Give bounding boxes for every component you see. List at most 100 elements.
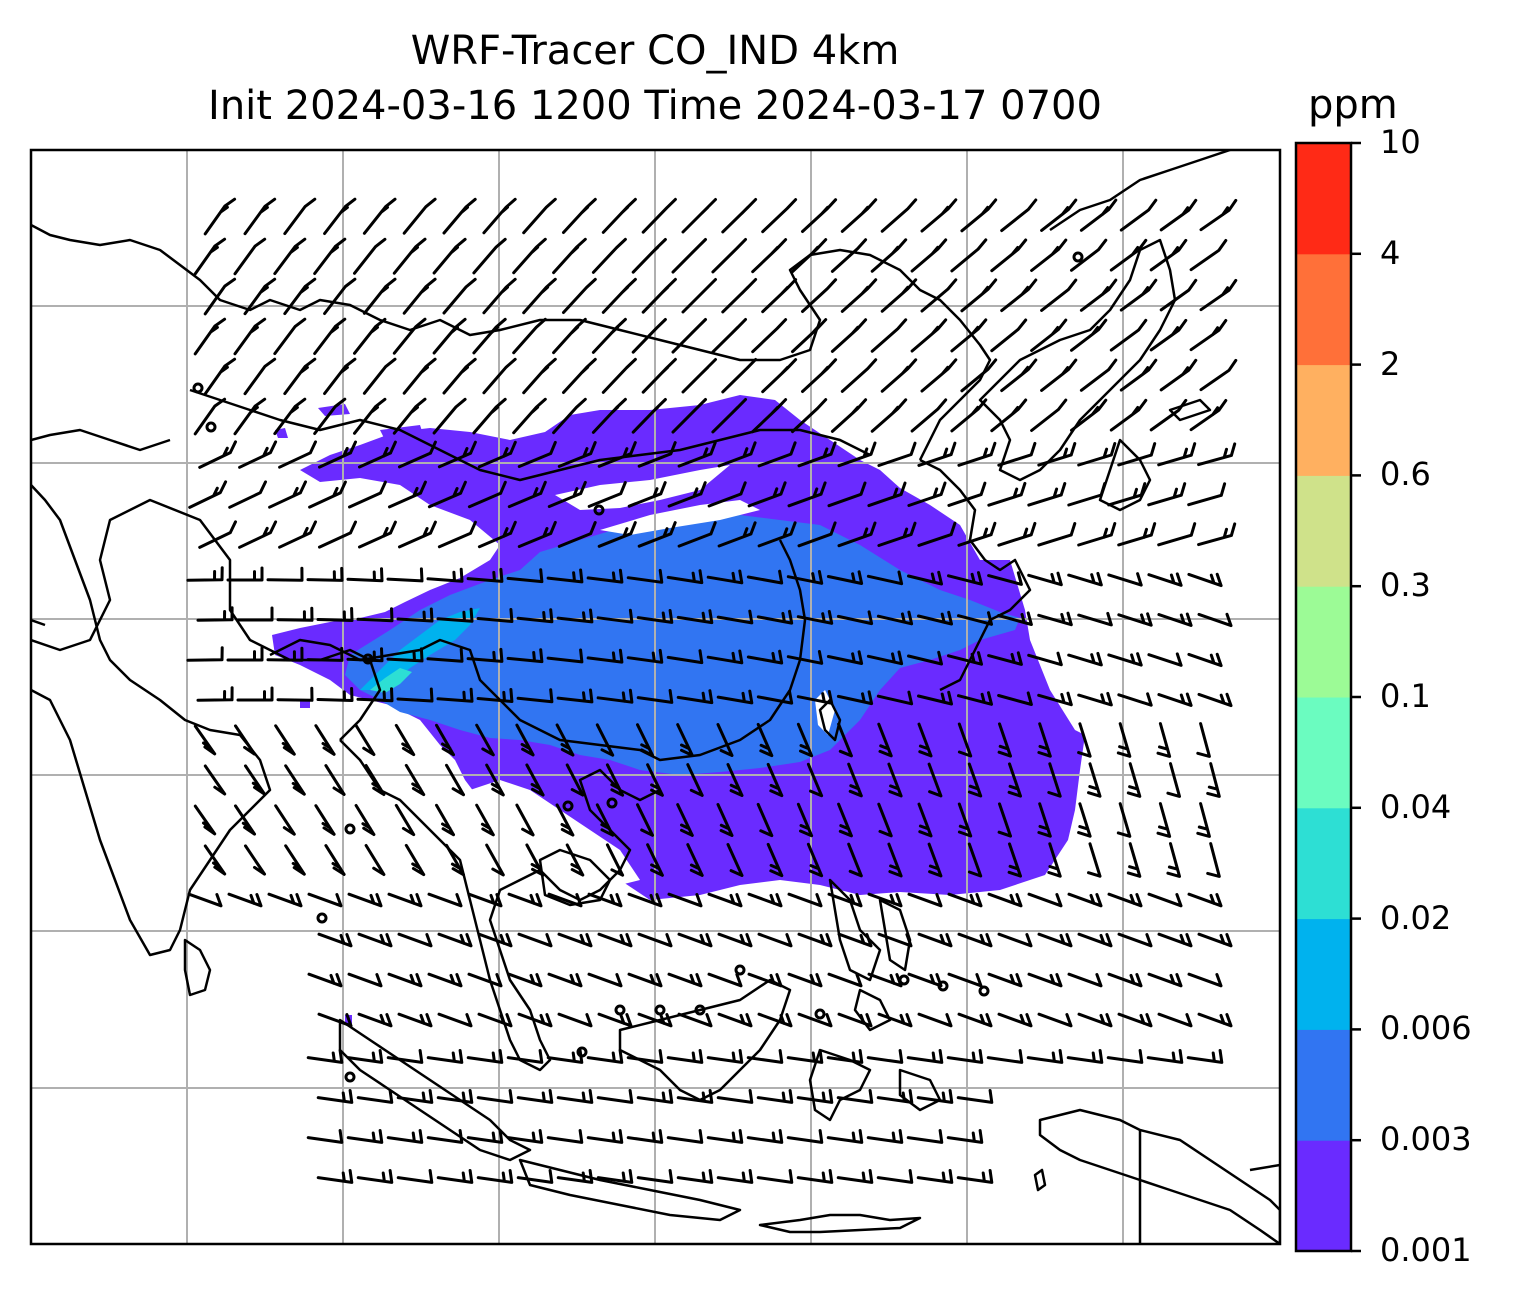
wind-barb [746,569,784,585]
wind-barb [676,803,694,837]
wind-barb [837,802,853,838]
colorbar-tick-label: 0.001 [1380,1231,1472,1269]
wind-barb [761,198,798,234]
wind-barb [880,198,918,233]
wind-barb [306,1129,344,1144]
colorbar-segment [1296,807,1351,920]
wind-barb [243,277,277,316]
wind-barb [1196,722,1211,758]
wind-barb [435,803,455,837]
wind-barb [565,843,585,877]
wind-barb [786,570,824,585]
wind-barb [316,1089,354,1104]
wind-barb [591,237,627,274]
wind-barb [283,197,317,236]
wind-barb [917,441,957,467]
wind-barb [552,397,587,435]
wind-barb [1040,198,1078,232]
wind-barb [1000,198,1038,233]
wind-barb [1156,802,1172,838]
wind-barb [686,843,704,877]
wind-barb [203,277,237,316]
wind-barb [1187,972,1223,988]
wind-barb [557,932,593,948]
wind-barb [482,277,517,315]
wind-barb [1187,892,1223,908]
wind-barb [907,972,943,988]
wind-barb [236,686,274,702]
wind-barb [203,844,227,876]
wind-barb [587,892,623,908]
wind-barb [283,357,317,396]
wind-barb [397,1012,433,1028]
wind-barb [870,238,908,273]
wind-barb [837,521,877,548]
wind-barb [1149,238,1188,272]
wind-barb [323,357,357,395]
wind-barb [751,238,788,274]
wind-barb [426,647,464,663]
wind-barb [910,398,948,433]
wind-barb [436,607,474,623]
wind-barb [1157,1012,1193,1028]
wind-barb [1126,762,1142,798]
wind-barb [757,441,797,468]
wind-barb [997,722,1012,758]
wind-barb [907,892,943,908]
wind-barb [426,567,464,583]
wind-barb [671,238,707,274]
wind-barb [876,610,914,626]
wind-barb [1079,198,1118,232]
wind-barb [507,972,543,988]
wind-barb [601,357,637,394]
colorbar-segment [1296,1140,1351,1252]
wind-barb [637,932,673,948]
wind-barb [910,318,948,353]
wind-barb [1146,1049,1184,1064]
wind-barb [867,892,903,908]
wind-barb [1117,442,1157,467]
wind-barb [1007,762,1022,798]
wind-barb [346,1129,384,1144]
wind-barb [362,357,397,395]
wind-barb [716,1169,754,1184]
wind-barb [525,763,545,797]
wind-barb [436,1089,474,1104]
wind-barb [1077,691,1113,707]
wind-barb [880,278,918,313]
wind-barb [1157,932,1193,948]
wind-barb [671,398,707,434]
wind-barb [396,607,434,623]
colorbar-frame [1294,141,1353,1253]
wind-barb [721,358,758,394]
wind-barb [445,763,465,797]
wind-barb [1197,612,1233,628]
wind-barb [317,932,353,948]
wind-barb [1117,692,1153,707]
wind-barb [997,611,1033,626]
wind-barb [887,842,903,878]
wind-barb [707,972,743,988]
wind-barb [746,1129,784,1144]
wind-barb [435,723,455,757]
wind-barb [636,1089,674,1104]
wind-barb [437,1012,473,1028]
wind-barb [1189,319,1228,352]
wind-barb [308,480,347,509]
wind-barb [357,1012,393,1028]
wind-barb [957,1012,993,1028]
wind-barb [476,1169,514,1184]
wind-barb [596,608,634,624]
wind-barb [306,1049,344,1064]
wind-barb [1109,398,1148,432]
wind-barb [1117,522,1157,547]
wind-barb [284,844,306,876]
wind-barb [1077,442,1117,467]
wind-barb [586,568,624,584]
wind-barb [827,892,863,908]
wind-barb [323,197,357,235]
wind-barb [316,687,354,702]
colorbar-tick-label: 0.3 [1380,566,1431,605]
wind-barb [324,764,346,796]
